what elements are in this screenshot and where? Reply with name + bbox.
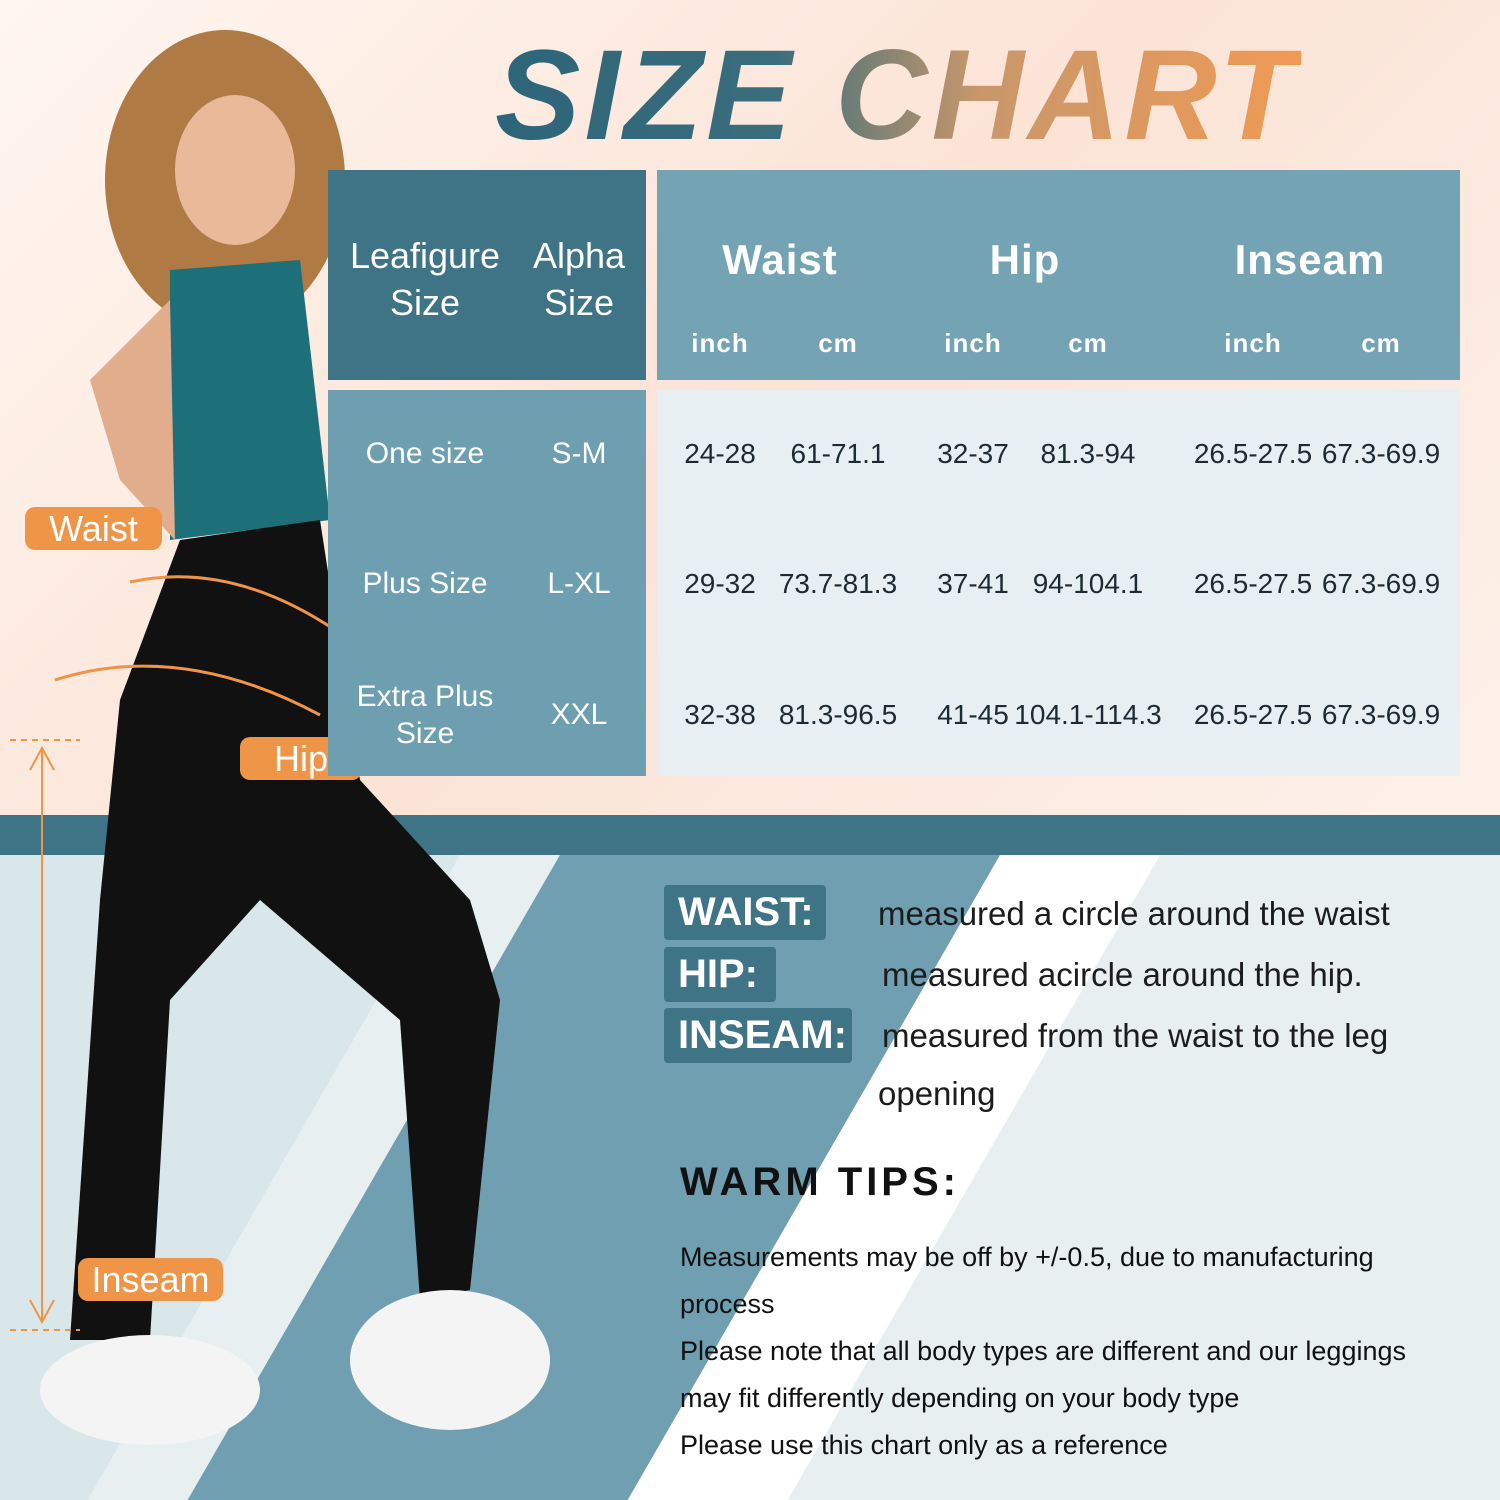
unit-cm: cm bbox=[1068, 327, 1108, 358]
table-cell: 67.3-69.9 bbox=[1321, 438, 1441, 469]
inseam-label: Inseam bbox=[78, 1258, 223, 1301]
hip-term: HIP: bbox=[664, 947, 776, 1002]
table-cell: 94-104.1 bbox=[1032, 568, 1144, 599]
table-cell: 26.5-27.5 bbox=[1193, 568, 1313, 599]
table-cell: 32-38 bbox=[684, 699, 756, 730]
measure-header-bg bbox=[657, 170, 1460, 380]
header-alpha-size: Alpha Size bbox=[532, 235, 626, 323]
tip-line: Please note that all body types are diff… bbox=[680, 1336, 1406, 1366]
hip-definition: measured acircle around the hip. bbox=[882, 956, 1363, 993]
row-leafigure-size: Extra Plus Size bbox=[356, 679, 494, 751]
table-cell: 26.5-27.5 bbox=[1193, 438, 1313, 469]
table-cell: 24-28 bbox=[684, 438, 756, 469]
inseam-term: INSEAM: bbox=[664, 1008, 852, 1063]
unit-inch: inch bbox=[944, 327, 1002, 358]
table-cell: 73.7-81.3 bbox=[778, 568, 898, 599]
tip-line: Measurements may be off by +/-0.5, due t… bbox=[680, 1242, 1374, 1272]
table-cell: 61-71.1 bbox=[790, 438, 886, 469]
size-body-bg bbox=[328, 390, 646, 776]
inseam-definition-cont: opening bbox=[878, 1075, 996, 1112]
model-figure bbox=[10, 30, 550, 1445]
measure-body-bg bbox=[657, 390, 1460, 776]
table-cell: 26.5-27.5 bbox=[1193, 699, 1313, 730]
waist-term: WAIST: bbox=[664, 885, 826, 940]
waist-label: Waist bbox=[25, 507, 162, 550]
row-leafigure-size: One size bbox=[365, 437, 485, 471]
unit-inch: inch bbox=[691, 327, 749, 358]
row-leafigure-size: Plus Size bbox=[362, 567, 488, 601]
waist-definition: measured a circle around the waist bbox=[878, 895, 1390, 932]
table-cell: 29-32 bbox=[684, 568, 756, 599]
header-inseam: Inseam bbox=[1234, 236, 1386, 283]
warm-tips-heading: WARM TIPS: bbox=[680, 1160, 960, 1204]
table-cell: 32-37 bbox=[937, 438, 1009, 469]
table-cell: 67.3-69.9 bbox=[1321, 699, 1441, 730]
table-cell: 67.3-69.9 bbox=[1321, 568, 1441, 599]
table-cell: 81.3-94 bbox=[1040, 438, 1136, 469]
size-header-bg bbox=[328, 170, 646, 380]
tip-line: may fit differently depending on your bo… bbox=[680, 1383, 1240, 1413]
inseam-definition: measured from the waist to the leg bbox=[882, 1017, 1389, 1054]
row-alpha-size: XXL bbox=[550, 698, 608, 732]
header-hip: Hip bbox=[989, 236, 1061, 283]
row-alpha-size: S-M bbox=[551, 437, 607, 471]
unit-inch: inch bbox=[1224, 327, 1282, 358]
header-waist: Waist bbox=[722, 236, 838, 283]
tip-line: Please use this chart only as a referenc… bbox=[680, 1430, 1168, 1460]
tip-line: process bbox=[680, 1289, 775, 1319]
unit-cm: cm bbox=[818, 327, 858, 358]
table-cell: 37-41 bbox=[937, 568, 1009, 599]
row-alpha-size: L-XL bbox=[547, 567, 611, 601]
table-cell: 41-45 bbox=[937, 699, 1009, 730]
table-cell: 81.3-96.5 bbox=[778, 699, 898, 730]
header-leafigure-size: Leafigure Size bbox=[349, 235, 501, 323]
unit-cm: cm bbox=[1361, 327, 1401, 358]
table-cell: 104.1-114.3 bbox=[1014, 699, 1162, 730]
page-title: SIZE CHART bbox=[495, 24, 1301, 167]
